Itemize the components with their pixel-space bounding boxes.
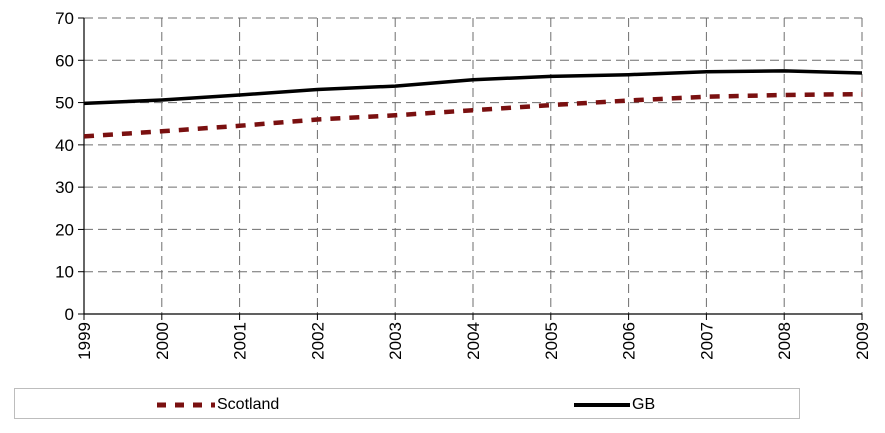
legend-swatch-gb [574, 402, 630, 407]
y-tick-label: 70 [55, 9, 74, 28]
y-tick-label: 30 [55, 178, 74, 197]
x-axis-ticks: 1999 2000 2001 2002 2003 2004 2005 2006 2007 2008… [75, 314, 872, 360]
y-tick-label: 60 [55, 51, 74, 70]
y-tick-label: 40 [55, 136, 74, 155]
x-tick-label: 2006 [620, 322, 639, 360]
legend-label-scotland: Scotland [217, 395, 280, 413]
y-tick-label: 20 [55, 220, 74, 239]
x-tick-label: 2005 [542, 322, 561, 360]
legend-item-scotland: Scotland [155, 389, 279, 420]
y-axis-ticks: 0 10 20 30 40 50 60 70 [55, 9, 84, 324]
x-tick-label: 2000 [153, 322, 172, 360]
x-tick-label: 2009 [853, 322, 872, 360]
line-chart: 0 10 20 30 40 50 60 70 1999 2000 2001 2002 2003 2004… [55, 9, 872, 360]
legend-item-gb: GB [572, 389, 655, 420]
series-lines [83, 69, 863, 139]
grid-lines [84, 17, 863, 314]
y-tick-label: 50 [55, 94, 74, 113]
y-tick-label: 0 [65, 305, 74, 324]
x-tick-label: 2002 [308, 322, 327, 360]
x-tick-label: 2004 [464, 322, 483, 360]
x-tick-label: 2007 [697, 322, 716, 360]
series-line-gb [83, 69, 863, 106]
x-tick-label: 2001 [231, 322, 250, 360]
y-tick-label: 10 [55, 263, 74, 282]
x-tick-label: 2003 [386, 322, 405, 360]
x-tick-label: 1999 [75, 322, 94, 360]
legend: Scotland GB [14, 388, 800, 419]
legend-swatch-scotland [157, 402, 215, 407]
series-line-scotland [83, 91, 863, 139]
x-tick-label: 2008 [775, 322, 794, 360]
legend-label-gb: GB [632, 395, 656, 413]
